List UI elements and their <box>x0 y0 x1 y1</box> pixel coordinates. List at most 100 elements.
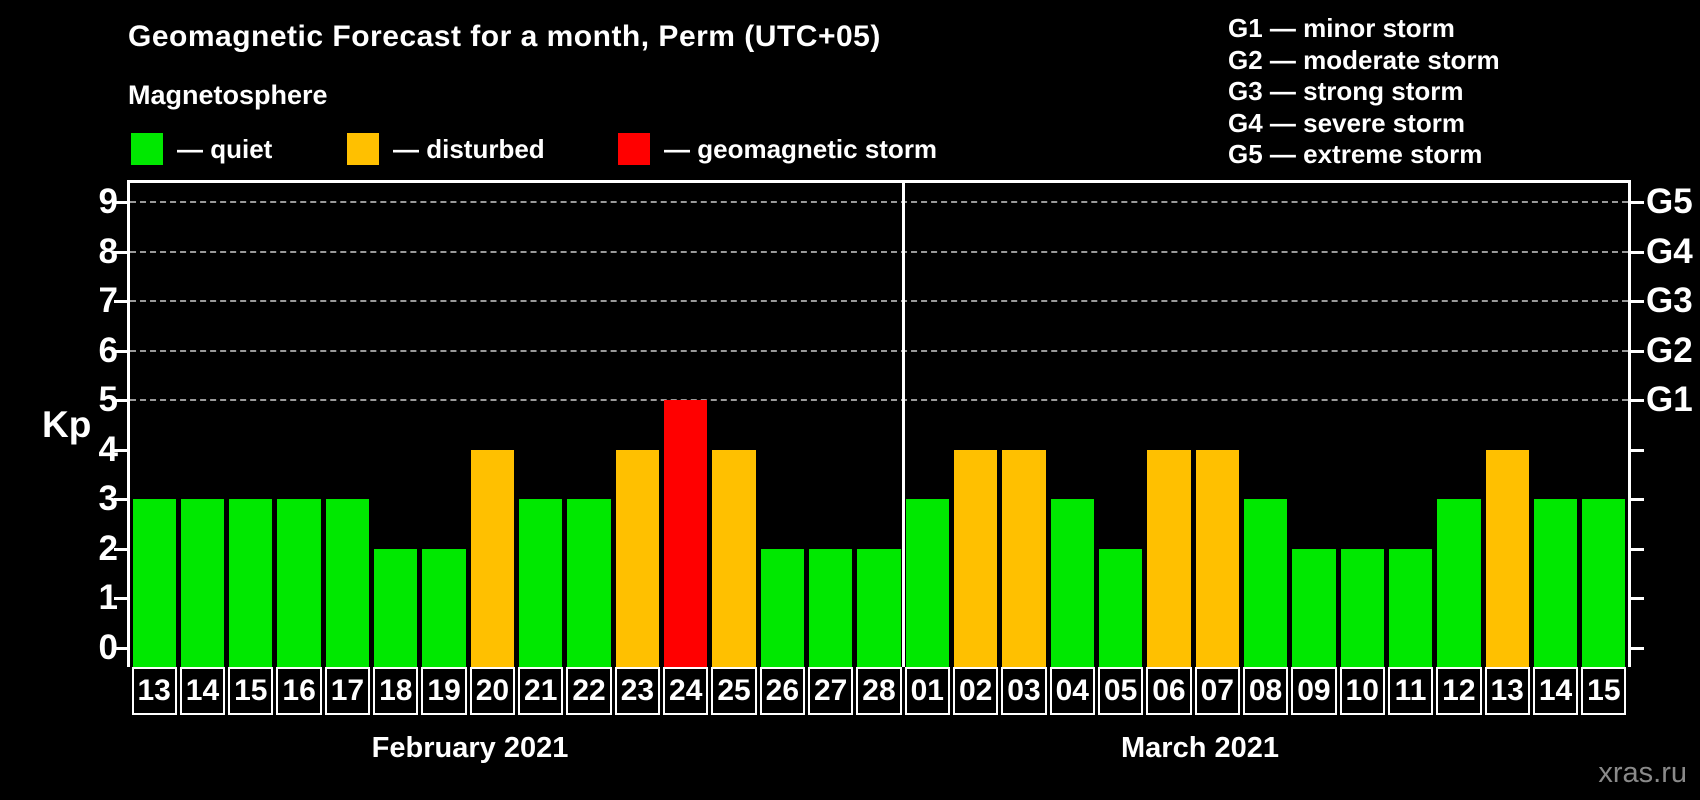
kp-bar-march-01 <box>905 499 949 667</box>
date-cell: 06 <box>1146 667 1192 715</box>
date-cell: 24 <box>663 667 709 715</box>
kp-bar-march-02 <box>953 449 998 667</box>
y-tick-right <box>1631 547 1644 551</box>
kp-bar-march-15 <box>1582 499 1626 667</box>
kp-bar-february-21 <box>519 499 563 667</box>
legend-item-disturbed: — disturbed <box>347 132 545 166</box>
y-tick-right <box>1631 300 1644 303</box>
kp-bar-march-06 <box>1147 449 1191 667</box>
kp-bar-march-14 <box>1533 499 1578 667</box>
date-cell: 17 <box>324 667 371 715</box>
kp-bar-march-03 <box>1002 449 1046 667</box>
date-cell: 05 <box>1097 667 1144 715</box>
g-level-label-g5: G5 <box>1646 182 1693 221</box>
plot-border-right <box>1628 180 1631 667</box>
date-cell: 16 <box>276 667 322 715</box>
kp-bar-february-28 <box>857 548 901 667</box>
date-cell: 01 <box>904 667 950 715</box>
y-tick-left <box>114 399 127 402</box>
g-level-label-g4: G4 <box>1646 231 1693 271</box>
kp-bar-march-04 <box>1050 499 1094 667</box>
y-axis-label: Kp <box>42 404 92 445</box>
y-tick-label: 1 <box>98 578 118 617</box>
plot-border-top <box>127 180 1631 183</box>
kp-bar-february-15 <box>229 499 273 667</box>
gridline-kp6 <box>130 349 1628 352</box>
legend-item-quiet: — quiet <box>131 132 272 166</box>
date-cell: 13 <box>131 667 177 715</box>
plot-border-left <box>127 180 130 667</box>
date-cell: 18 <box>373 667 419 715</box>
kp-bar-february-23 <box>615 449 660 667</box>
legend-label-disturbed: — disturbed <box>393 133 545 164</box>
date-cell: 22 <box>566 667 612 715</box>
kp-bar-march-13 <box>1485 449 1529 667</box>
y-tick-left <box>114 201 127 204</box>
gridline-kp5 <box>130 399 1628 401</box>
y-tick-right <box>1631 349 1644 353</box>
storm-color-swatch <box>618 133 650 165</box>
gridline-kp8 <box>130 250 1628 253</box>
kp-bar-march-05 <box>1098 548 1143 667</box>
kp-bar-march-09 <box>1292 548 1336 667</box>
kp-bar-march-07 <box>1195 449 1239 667</box>
legend-label-quiet: — quiet <box>177 133 273 164</box>
date-cell: 26 <box>759 667 805 715</box>
kp-bar-february-13 <box>132 499 176 667</box>
quiet-color-swatch <box>131 133 163 165</box>
kp-bar-february-14 <box>180 499 225 667</box>
legend-label-storm: — geomagnetic storm <box>664 133 938 164</box>
date-cell: 14 <box>1532 667 1579 715</box>
date-cell: 19 <box>421 667 467 715</box>
page-title: Geomagnetic Forecast for a month, Perm (… <box>128 20 881 53</box>
y-tick-right <box>1631 646 1644 650</box>
y-tick-right <box>1631 250 1644 254</box>
watermark: xras.ru <box>1598 757 1687 789</box>
y-tick-label: 0 <box>98 627 118 667</box>
y-tick-left <box>114 250 127 254</box>
date-cell: 10 <box>1339 667 1385 715</box>
y-tick-label: 8 <box>98 231 118 271</box>
date-cell: 12 <box>1436 667 1482 715</box>
kp-bar-february-16 <box>277 499 321 667</box>
date-cell: 07 <box>1194 667 1240 715</box>
gridline-kp9 <box>130 201 1628 203</box>
date-cell: 14 <box>179 667 226 715</box>
y-tick-left <box>114 547 127 551</box>
kp-bar-march-08 <box>1243 499 1288 667</box>
date-cell: 08 <box>1242 667 1289 715</box>
kp-bar-march-12 <box>1437 499 1481 667</box>
y-tick-label: 2 <box>98 528 118 568</box>
y-tick-label: 3 <box>98 479 118 518</box>
y-tick-left <box>114 597 127 600</box>
date-cell: 13 <box>1484 667 1530 715</box>
y-tick-left <box>114 300 127 303</box>
date-cell: 21 <box>518 667 564 715</box>
g1-legend-line: G1 — minor storm <box>1228 13 1455 43</box>
kp-bar-february-22 <box>567 499 611 667</box>
kp-bar-march-10 <box>1340 548 1384 667</box>
g2-legend-line: G2 — moderate storm <box>1228 44 1500 75</box>
kp-bar-march-11 <box>1388 548 1433 667</box>
g5-legend-line: G5 — extreme storm <box>1228 139 1483 169</box>
month-label-february: February 2021 <box>371 732 569 764</box>
g-level-label-g3: G3 <box>1646 281 1693 320</box>
g-scale-legend: G1 — minor storm G2 — moderate storm G3 … <box>1228 13 1500 171</box>
y-tick-right <box>1631 399 1644 402</box>
legend-item-storm: — geomagnetic storm <box>618 132 937 166</box>
y-tick-right <box>1631 201 1644 204</box>
g4-legend-line: G4 — severe storm <box>1228 107 1466 138</box>
g-level-label-g1: G1 <box>1646 380 1693 419</box>
kp-bar-february-20 <box>470 449 515 667</box>
gridline-kp7 <box>130 300 1628 302</box>
y-tick-right <box>1631 498 1644 501</box>
y-tick-label: 4 <box>98 429 118 469</box>
y-tick-left <box>114 448 127 452</box>
kp-bar-february-18 <box>374 548 418 667</box>
y-tick-right <box>1631 448 1644 452</box>
y-tick-label: 5 <box>98 380 118 419</box>
kp-bar-february-25 <box>712 449 756 667</box>
month-divider <box>901 183 905 667</box>
y-tick-right <box>1631 597 1644 600</box>
